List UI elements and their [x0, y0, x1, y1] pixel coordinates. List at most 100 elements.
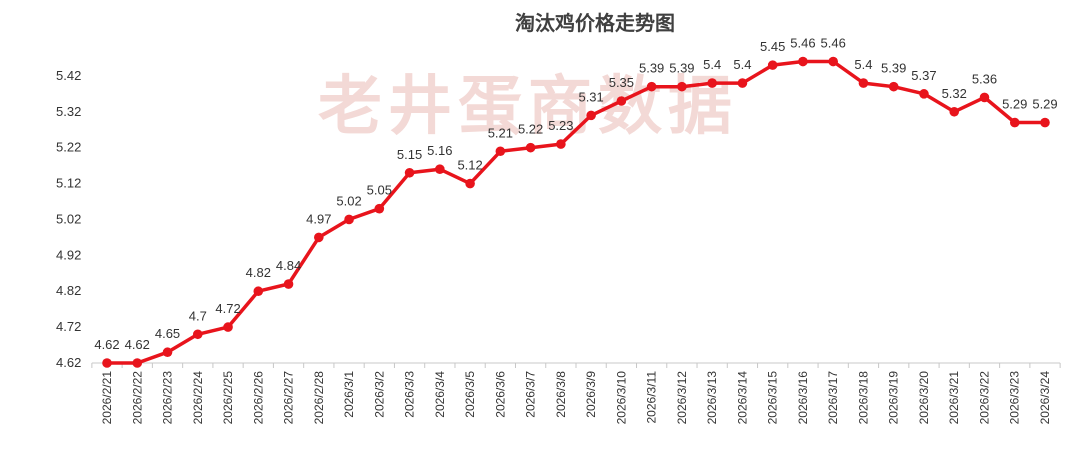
data-point-29: [979, 92, 990, 103]
x-tick-label-26: 2026/3/19: [887, 371, 901, 425]
watermark-text: 老井蛋商数据: [318, 69, 738, 144]
data-label-8: 5.02: [336, 193, 361, 208]
x-tick-label-28: 2026/3/21: [947, 371, 961, 425]
data-label-31: 5.29: [1032, 97, 1057, 112]
data-point-30: [1009, 117, 1020, 128]
data-label-6: 4.84: [276, 258, 301, 273]
data-label-3: 4.7: [189, 308, 207, 323]
x-tick-label-2: 2026/2/23: [161, 371, 175, 425]
data-point-31: [1040, 117, 1050, 128]
data-label-1: 4.62: [125, 337, 150, 352]
x-tick-label-18: 2026/3/11: [645, 371, 659, 424]
data-label-26: 5.39: [881, 61, 906, 76]
data-label-21: 5.4: [733, 57, 751, 72]
data-point-18: [646, 81, 657, 92]
data-point-21: [737, 78, 748, 88]
data-labels: 4.62 4.62 4.65 4.7 4.72 4.82 4.84 4.97 5.02 5.05 5…: [94, 36, 1057, 352]
y-tick-label-1: 4.72: [56, 319, 81, 334]
chart-title: 淘汰鸡价格走势图: [515, 11, 675, 35]
x-tick-label-21: 2026/3/14: [735, 371, 749, 425]
data-label-5: 4.82: [246, 265, 271, 280]
x-tick-label-12: 2026/3/5: [463, 371, 477, 418]
y-tick-label-2: 4.82: [56, 283, 81, 298]
x-tick-label-31: 2026/3/24: [1038, 371, 1052, 425]
data-label-24: 5.46: [821, 36, 846, 51]
data-label-20: 5.4: [703, 57, 721, 72]
data-label-2: 4.65: [155, 326, 180, 341]
x-tick-label-15: 2026/3/8: [554, 371, 568, 418]
x-tick-label-20: 2026/3/13: [705, 371, 719, 425]
data-label-28: 5.32: [942, 86, 967, 101]
data-label-12: 5.12: [457, 158, 482, 173]
data-point-2: [162, 347, 173, 358]
x-tick-label-9: 2026/3/2: [372, 371, 386, 418]
data-label-0: 4.62: [94, 337, 119, 352]
data-point-23: [798, 56, 808, 67]
data-point-11: [435, 164, 445, 174]
x-tick-label-19: 2026/3/12: [675, 371, 689, 425]
data-point-14: [525, 142, 536, 153]
data-point-27: [919, 89, 929, 99]
x-tick-label-8: 2026/3/1: [342, 371, 356, 418]
data-label-7: 4.97: [306, 211, 331, 226]
data-point-25: [858, 78, 869, 88]
y-tick-label-6: 5.22: [56, 140, 81, 155]
x-tick-label-6: 2026/2/27: [282, 371, 296, 425]
data-point-9: [374, 203, 385, 214]
x-tick-label-1: 2026/2/22: [130, 371, 144, 425]
data-point-24: [828, 56, 838, 67]
x-tick-label-4: 2026/2/25: [221, 371, 235, 425]
data-point-12: [465, 178, 475, 189]
data-point-10: [404, 167, 415, 178]
data-point-15: [556, 139, 566, 149]
y-axis: 4.62 4.72 4.82 4.92 5.02 5.12 5.22 5.32 5.42: [56, 68, 81, 370]
data-label-29: 5.36: [972, 71, 997, 86]
x-tick-label-23: 2026/3/16: [796, 371, 810, 425]
y-tick-label-4: 5.02: [56, 211, 81, 226]
data-point-5: [253, 286, 264, 297]
y-tick-label-5: 5.12: [56, 176, 81, 191]
y-tick-label-8: 5.42: [56, 68, 81, 83]
data-label-16: 5.31: [578, 89, 603, 104]
y-tick-label-7: 5.32: [56, 104, 81, 119]
data-point-13: [495, 146, 506, 157]
data-point-22: [767, 60, 778, 70]
data-label-11: 5.16: [427, 143, 452, 158]
data-point-19: [677, 81, 687, 92]
x-tick-label-29: 2026/3/22: [977, 371, 991, 425]
x-tick-label-30: 2026/3/23: [1008, 371, 1022, 425]
x-axis: 2026/2/21 2026/2/22 2026/2/23 2026/2/24 2026…: [91, 362, 1061, 425]
data-label-17: 5.35: [609, 75, 634, 90]
x-tick-label-24: 2026/3/17: [826, 371, 840, 425]
data-point-8: [344, 214, 354, 225]
data-label-15: 5.23: [548, 118, 573, 133]
series-line: [105, 59, 1047, 365]
data-point-28: [949, 106, 960, 117]
data-point-7: [314, 232, 324, 243]
y-tick-label-0: 4.62: [56, 355, 81, 370]
x-tick-label-17: 2026/3/10: [614, 371, 628, 425]
data-point-16: [586, 110, 596, 121]
x-tick-label-0: 2026/2/21: [100, 371, 114, 425]
data-label-25: 5.4: [854, 57, 872, 72]
data-label-18: 5.39: [639, 61, 664, 76]
data-label-22: 5.45: [760, 39, 785, 54]
data-label-23: 5.46: [790, 36, 815, 51]
data-point-26: [888, 81, 899, 92]
data-label-30: 5.29: [1002, 97, 1027, 112]
data-point-20: [707, 78, 717, 88]
x-tick-label-11: 2026/3/4: [433, 371, 447, 418]
data-point-1: [132, 358, 143, 368]
x-tick-label-27: 2026/3/20: [917, 371, 931, 425]
data-label-13: 5.21: [488, 125, 513, 140]
x-tick-label-7: 2026/2/28: [312, 371, 326, 425]
data-label-19: 5.39: [669, 61, 694, 76]
data-point-17: [616, 96, 627, 106]
x-tick-label-22: 2026/3/15: [766, 371, 780, 425]
data-point-0: [102, 358, 112, 368]
x-tick-label-5: 2026/2/26: [251, 371, 265, 425]
x-tick-label-3: 2026/2/24: [191, 371, 205, 425]
data-label-14: 5.22: [518, 122, 543, 137]
